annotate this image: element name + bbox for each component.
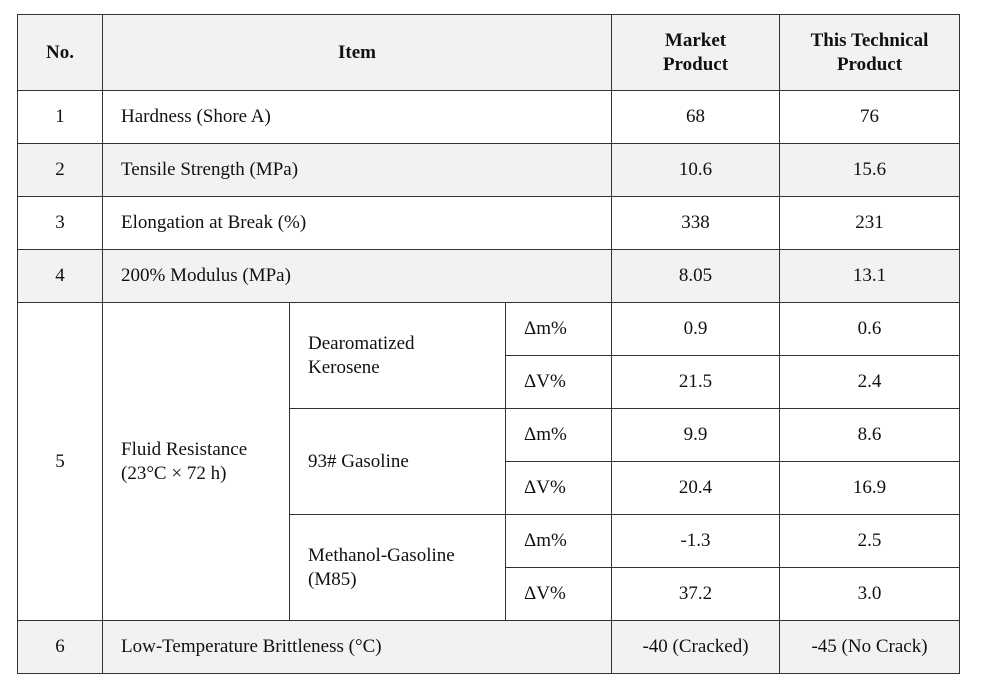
row-item: Low-Temperature Brittleness (°C) bbox=[102, 620, 612, 674]
header-market: Market Product bbox=[611, 14, 780, 91]
fluid-tech-value: 8.6 bbox=[779, 408, 960, 462]
fluid-param: Δm% bbox=[505, 514, 612, 568]
fluid-tech-value: 16.9 bbox=[779, 461, 960, 515]
fluid-tech-value: 3.0 bbox=[779, 567, 960, 621]
row-tech-value: 13.1 bbox=[779, 249, 960, 303]
table-row: 6 Low-Temperature Brittleness (°C) -40 (… bbox=[17, 620, 960, 674]
fluid-label: Fluid Resistance (23°C × 72 h) bbox=[102, 302, 290, 621]
row-item: Hardness (Shore A) bbox=[102, 90, 612, 144]
table-row: 1 Hardness (Shore A) 68 76 bbox=[17, 90, 960, 144]
medium-line1: 93# Gasoline bbox=[308, 450, 409, 472]
row-no: 3 bbox=[17, 196, 103, 250]
row-market-value: 338 bbox=[611, 196, 780, 250]
fluid-param: ΔV% bbox=[505, 567, 612, 621]
fluid-tech-value: 0.6 bbox=[779, 302, 960, 356]
fluid-market-value: 37.2 bbox=[611, 567, 780, 621]
header-row: No. Item Market Product This Technical P… bbox=[17, 14, 960, 91]
row-no: 4 bbox=[17, 249, 103, 303]
row-item: 200% Modulus (MPa) bbox=[102, 249, 612, 303]
fluid-tech-value: 2.4 bbox=[779, 355, 960, 409]
table-row: 4 200% Modulus (MPa) 8.05 13.1 bbox=[17, 249, 960, 303]
fluid-market-value: 9.9 bbox=[611, 408, 780, 462]
row-market-value: 8.05 bbox=[611, 249, 780, 303]
header-no: No. bbox=[17, 14, 103, 91]
fluid-market-value: 21.5 bbox=[611, 355, 780, 409]
fluid-label-line1: Fluid Resistance bbox=[121, 438, 248, 460]
fluid-row: ΔV% 21.5 2.4 bbox=[18, 355, 960, 409]
row-market-value: 10.6 bbox=[611, 143, 780, 197]
row-tech-value: 76 bbox=[779, 90, 960, 144]
fluid-market-value: -1.3 bbox=[611, 514, 780, 568]
medium-line1: Dearomatized bbox=[308, 332, 415, 354]
header-item: Item bbox=[102, 14, 612, 91]
fluid-market-value: 20.4 bbox=[611, 461, 780, 515]
row-market-value: -40 (Cracked) bbox=[611, 620, 780, 674]
row-no: 6 bbox=[17, 620, 103, 674]
fluid-market-value: 0.9 bbox=[611, 302, 780, 356]
fluid-row: 5 Fluid Resistance (23°C × 72 h) Dearoma… bbox=[17, 302, 960, 621]
medium-line2: (M85) bbox=[308, 568, 357, 590]
row-tech-value: 231 bbox=[779, 196, 960, 250]
fluid-param: ΔV% bbox=[505, 461, 612, 515]
header-tech: This Technical Product bbox=[779, 14, 960, 91]
row-item: Elongation at Break (%) bbox=[102, 196, 612, 250]
fluid-medium: 93# Gasoline bbox=[289, 408, 506, 515]
row-market-value: 68 bbox=[611, 90, 780, 144]
row-tech-value: 15.6 bbox=[779, 143, 960, 197]
comparison-table: No. Item Market Product This Technical P… bbox=[17, 14, 960, 674]
fluid-medium: Dearomatized Kerosene bbox=[289, 302, 506, 409]
fluid-param: Δm% bbox=[505, 408, 612, 462]
medium-line1: Methanol-Gasoline bbox=[308, 544, 455, 566]
fluid-row: ΔV% 37.2 3.0 bbox=[18, 567, 960, 621]
fluid-param: ΔV% bbox=[505, 355, 612, 409]
fluid-label-line2: (23°C × 72 h) bbox=[121, 462, 227, 484]
table-row: 2 Tensile Strength (MPa) 10.6 15.6 bbox=[17, 143, 960, 197]
row-tech-value: -45 (No Crack) bbox=[779, 620, 960, 674]
fluid-no: 5 bbox=[17, 302, 103, 621]
table-row: 3 Elongation at Break (%) 338 231 bbox=[17, 196, 960, 250]
fluid-param: Δm% bbox=[505, 302, 612, 356]
row-no: 1 bbox=[17, 90, 103, 144]
fluid-row: 93# Gasoline Δm% 9.9 8.6 bbox=[18, 408, 960, 515]
fluid-tech-value: 2.5 bbox=[779, 514, 960, 568]
row-no: 2 bbox=[17, 143, 103, 197]
fluid-medium: Methanol-Gasoline (M85) bbox=[289, 514, 506, 621]
row-item: Tensile Strength (MPa) bbox=[102, 143, 612, 197]
table-container: No. Item Market Product This Technical P… bbox=[17, 14, 960, 674]
fluid-row: ΔV% 20.4 16.9 bbox=[18, 461, 960, 515]
medium-line2: Kerosene bbox=[308, 356, 380, 378]
